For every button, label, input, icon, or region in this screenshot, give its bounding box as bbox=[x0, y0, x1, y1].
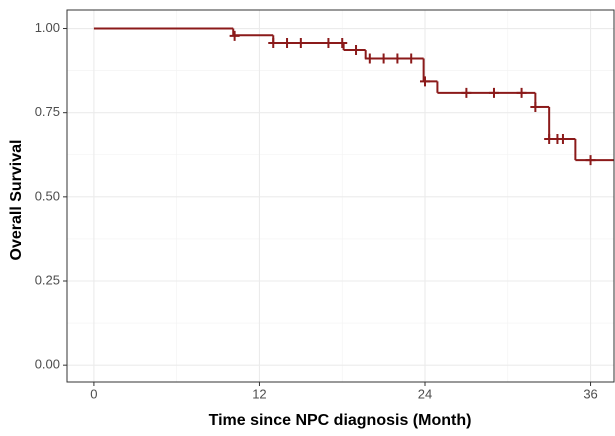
censor-mark bbox=[364, 53, 375, 64]
censor-mark bbox=[516, 87, 527, 98]
y-axis-title: Overall Survival bbox=[8, 140, 25, 261]
censor-mark bbox=[419, 76, 430, 87]
censor-mark bbox=[557, 133, 568, 144]
panel-border bbox=[66, 9, 615, 383]
y-tick-label: 1.00 bbox=[35, 20, 60, 35]
censor-mark bbox=[337, 37, 348, 48]
x-tick-label: 0 bbox=[90, 386, 97, 401]
y-tick-label: 0.50 bbox=[35, 188, 60, 203]
censor-mark bbox=[268, 37, 279, 48]
x-tick-label: 36 bbox=[583, 386, 597, 401]
censor-mark bbox=[585, 155, 596, 166]
censor-mark bbox=[461, 87, 472, 98]
censor-mark bbox=[406, 53, 417, 64]
censor-mark bbox=[295, 37, 306, 48]
x-axis-title: Time since NPC diagnosis (Month) bbox=[209, 412, 472, 429]
censor-mark bbox=[323, 37, 334, 48]
censor-mark bbox=[282, 37, 293, 48]
x-tick-label: 24 bbox=[418, 386, 432, 401]
y-tick-label: 0.00 bbox=[35, 357, 60, 372]
censor-mark bbox=[229, 30, 240, 41]
x-tick-label: 12 bbox=[252, 386, 266, 401]
y-tick-label: 0.25 bbox=[35, 272, 60, 287]
censor-mark bbox=[488, 87, 499, 98]
y-tick-label: 0.75 bbox=[35, 104, 60, 119]
censor-mark bbox=[392, 53, 403, 64]
censor-mark bbox=[351, 45, 362, 56]
censor-mark bbox=[530, 101, 541, 112]
censor-mark bbox=[378, 53, 389, 64]
